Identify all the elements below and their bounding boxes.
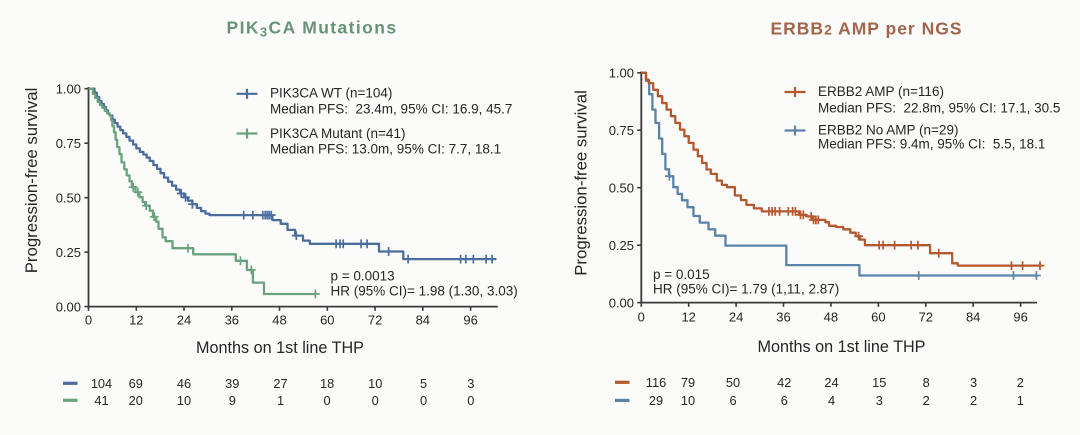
svg-text:24: 24 [824, 375, 838, 390]
svg-text:5: 5 [420, 376, 427, 391]
svg-text:HR (95% CI)= 1.98 (1.30, 3.03): HR (95% CI)= 1.98 (1.30, 3.03) [331, 284, 518, 299]
svg-text:p = 0.015: p = 0.015 [653, 267, 710, 282]
svg-text:2: 2 [923, 393, 930, 408]
svg-text:0.75: 0.75 [609, 123, 634, 138]
svg-text:48: 48 [824, 310, 838, 325]
svg-text:1: 1 [1017, 393, 1024, 408]
svg-text:0.50: 0.50 [56, 190, 81, 205]
svg-text:84: 84 [966, 310, 980, 325]
svg-text:72: 72 [919, 310, 933, 325]
svg-text:20: 20 [129, 393, 143, 408]
svg-text:HR (95% CI)= 1.79 (1,11, 2.87): HR (95% CI)= 1.79 (1,11, 2.87) [653, 282, 839, 297]
svg-text:Months on 1st line THP: Months on 1st line THP [758, 338, 926, 356]
svg-text:PIK3CA Mutations: PIK3CA Mutations [227, 18, 398, 40]
svg-text:104: 104 [91, 376, 112, 391]
svg-text:24: 24 [177, 312, 191, 327]
svg-text:0: 0 [420, 393, 427, 408]
svg-text:Progression-free survival: Progression-free survival [572, 90, 591, 276]
svg-text:Median PFS: 23.4m, 95% CI: 16: Median PFS: 23.4m, 95% CI: 16.9, 45.7 [270, 102, 512, 117]
svg-text:ERBB2 No AMP (n=29): ERBB2 No AMP (n=29) [818, 123, 958, 138]
svg-text:PIK3CA WT (n=104): PIK3CA WT (n=104) [270, 86, 392, 101]
svg-text:2: 2 [970, 393, 977, 408]
svg-text:Median PFS: 22.8m, 95% CI: 17: Median PFS: 22.8m, 95% CI: 17.1, 30.5 [818, 101, 1060, 116]
svg-text:0.50: 0.50 [609, 180, 634, 195]
svg-text:0.75: 0.75 [56, 136, 81, 151]
svg-text:10: 10 [368, 376, 382, 391]
svg-text:96: 96 [1013, 310, 1027, 325]
svg-text:29: 29 [649, 393, 663, 408]
svg-text:ERBB2 AMP per NGS: ERBB2 AMP per NGS [770, 18, 962, 38]
svg-text:42: 42 [777, 375, 791, 390]
svg-text:10: 10 [177, 393, 191, 408]
svg-text:0: 0 [85, 312, 92, 327]
svg-text:2: 2 [1017, 375, 1024, 390]
svg-text:41: 41 [94, 393, 108, 408]
svg-text:1.00: 1.00 [609, 66, 634, 81]
svg-text:1: 1 [277, 393, 284, 408]
svg-text:69: 69 [129, 376, 143, 391]
svg-text:60: 60 [320, 312, 334, 327]
svg-text:72: 72 [368, 312, 382, 327]
svg-text:Progression-free survival: Progression-free survival [22, 88, 41, 274]
svg-text:96: 96 [463, 312, 477, 327]
svg-text:0.00: 0.00 [609, 295, 634, 310]
svg-text:0: 0 [372, 393, 379, 408]
svg-text:PIK3CA Mutant (n=41): PIK3CA Mutant (n=41) [270, 126, 405, 141]
svg-text:6: 6 [729, 393, 736, 408]
svg-text:39: 39 [225, 376, 239, 391]
svg-text:4: 4 [828, 393, 835, 408]
svg-text:12: 12 [681, 310, 695, 325]
svg-text:9: 9 [229, 393, 236, 408]
svg-text:0.25: 0.25 [609, 238, 634, 253]
svg-text:60: 60 [871, 310, 885, 325]
svg-text:36: 36 [225, 312, 239, 327]
svg-text:3: 3 [467, 376, 474, 391]
svg-text:6: 6 [781, 393, 788, 408]
svg-text:0: 0 [467, 393, 474, 408]
svg-text:Median PFS: 9.4m, 95% CI: 5.5: Median PFS: 9.4m, 95% CI: 5.5, 18.1 [818, 137, 1045, 152]
svg-text:84: 84 [416, 312, 430, 327]
svg-text:18: 18 [320, 376, 334, 391]
svg-text:116: 116 [646, 375, 666, 390]
svg-text:27: 27 [273, 376, 287, 391]
svg-text:3: 3 [970, 375, 977, 390]
svg-text:10: 10 [681, 393, 695, 408]
svg-text:0: 0 [324, 393, 331, 408]
svg-text:Median PFS: 13.0m, 95% CI: 7.7: Median PFS: 13.0m, 95% CI: 7.7, 18.1 [270, 141, 501, 156]
svg-text:p = 0.0013: p = 0.0013 [331, 269, 395, 284]
svg-text:50: 50 [726, 375, 740, 390]
svg-text:36: 36 [776, 310, 790, 325]
svg-text:1.00: 1.00 [56, 81, 81, 96]
svg-text:8: 8 [923, 375, 930, 390]
svg-text:ERBB2 AMP (n=116): ERBB2 AMP (n=116) [818, 84, 944, 99]
svg-text:3: 3 [876, 393, 883, 408]
svg-text:0.00: 0.00 [56, 299, 81, 314]
svg-text:12: 12 [129, 312, 143, 327]
svg-text:0.25: 0.25 [56, 245, 81, 260]
svg-text:46: 46 [177, 376, 191, 391]
svg-text:24: 24 [729, 310, 743, 325]
svg-text:79: 79 [681, 375, 695, 390]
svg-text:Months on 1st line THP: Months on 1st line THP [196, 339, 364, 357]
svg-text:0: 0 [638, 310, 645, 325]
svg-text:48: 48 [272, 312, 286, 327]
svg-text:15: 15 [872, 375, 886, 390]
